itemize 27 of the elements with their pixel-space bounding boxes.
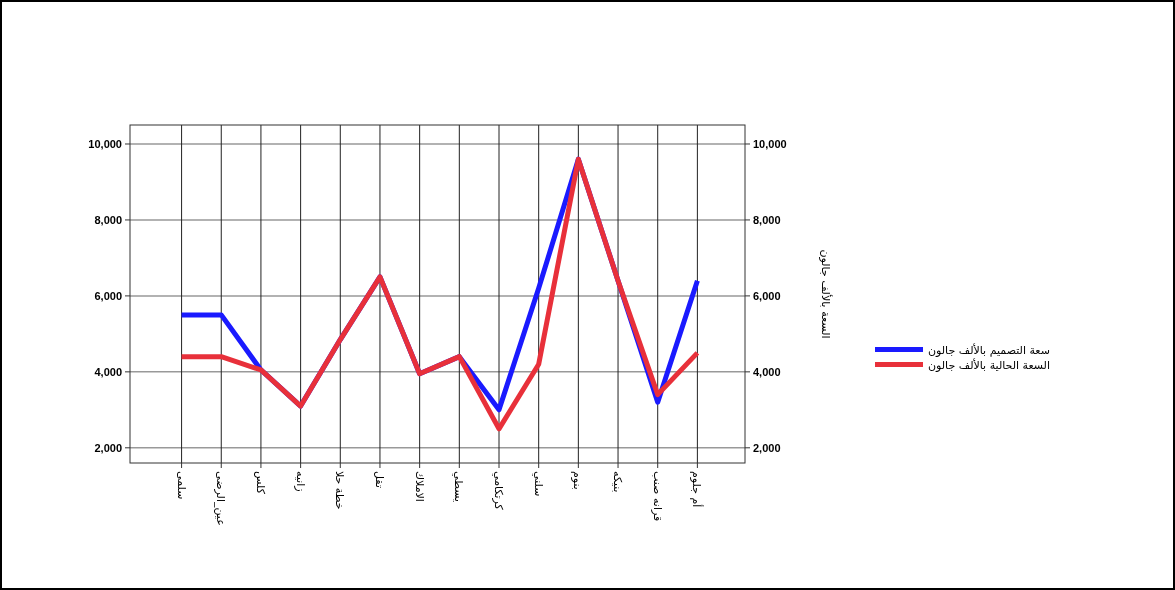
y2-tick-label: 8,000 bbox=[753, 213, 781, 226]
x-tick-label: خطة حلا bbox=[333, 471, 347, 510]
x-tick-label: كلس bbox=[253, 471, 267, 495]
legend-label: سعة التصميم بالألف جالون bbox=[928, 343, 1050, 357]
y2-axis-title: السعة بالألف جالون bbox=[819, 249, 833, 339]
x-tick-label: أم جلوم bbox=[690, 471, 705, 508]
y-tick-label: 8,000 bbox=[94, 213, 122, 226]
x-tick-label: بنوم bbox=[571, 471, 585, 490]
y2-tick-label: 6,000 bbox=[753, 289, 781, 302]
y-tick-label: 10,000 bbox=[88, 137, 122, 150]
y2-tick-label: 4,000 bbox=[753, 365, 781, 378]
legend-label: السعة الحالية بالألف جالون bbox=[928, 358, 1051, 372]
x-tick-label: تقل bbox=[372, 471, 386, 488]
y-tick-label: 6,000 bbox=[94, 289, 122, 302]
x-tick-label: زانيه bbox=[293, 471, 307, 492]
x-tick-label: عين_الرضى bbox=[214, 471, 228, 526]
y2-tick-label: 2,000 bbox=[753, 441, 781, 454]
x-tick-label: قرانه صنب bbox=[650, 471, 664, 522]
x-tick-label: الاملاك bbox=[412, 471, 426, 502]
x-tick-label: سلمى bbox=[174, 471, 188, 500]
x-tick-label: بنيكه bbox=[611, 471, 625, 493]
y-tick-label: 2,000 bbox=[94, 441, 122, 454]
x-tick-label: سلني bbox=[531, 471, 545, 497]
y2-tick-label: 10,000 bbox=[753, 137, 787, 150]
x-tick-label: كرتكامي bbox=[492, 471, 505, 511]
x-tick-label: يسطي bbox=[452, 471, 466, 503]
y-tick-label: 4,000 bbox=[94, 365, 122, 378]
